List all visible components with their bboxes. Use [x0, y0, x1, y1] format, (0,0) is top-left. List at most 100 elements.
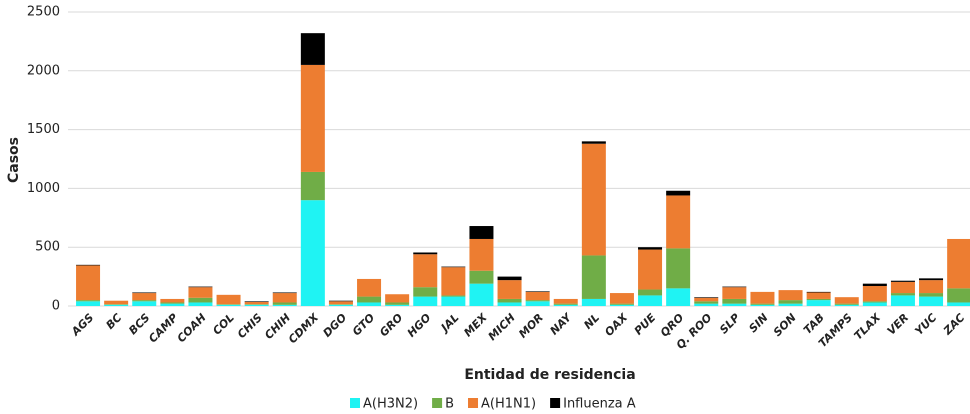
bar-segment — [132, 301, 157, 306]
bar-segment — [104, 304, 129, 306]
bar-segment — [357, 278, 382, 297]
bar-segment — [862, 283, 887, 287]
legend-label: A(H1N1) — [481, 397, 536, 412]
bar-segment — [497, 302, 522, 306]
bar-segment — [272, 304, 297, 306]
y-axis-label: Casos — [6, 137, 22, 183]
bar-segment — [413, 296, 438, 306]
legend-swatch — [350, 398, 360, 408]
bar-segment — [638, 247, 663, 250]
bar-segment — [441, 266, 466, 268]
bar-segment — [581, 298, 606, 306]
bar-segment — [188, 297, 213, 303]
bar-segment — [890, 281, 915, 294]
x-tick-label: COL — [210, 311, 236, 337]
y-tick-label: 1000 — [27, 181, 60, 196]
x-tick-label: BC — [104, 311, 125, 332]
bar-segment — [722, 303, 747, 306]
bar-segment — [188, 286, 213, 288]
bar-segment — [132, 292, 157, 294]
bar-segment — [638, 249, 663, 290]
x-tick-label: NAY — [548, 310, 575, 337]
x-tick-label: CDMX — [286, 311, 321, 346]
bar-segment — [76, 301, 101, 306]
bar-segment — [694, 297, 719, 302]
bar-segment — [244, 301, 269, 305]
x-tick-label: MOR — [516, 311, 546, 341]
bar-segment — [469, 226, 494, 239]
bar-segment — [750, 303, 775, 305]
x-tick-label: GRO — [377, 311, 405, 339]
bar-segment — [834, 297, 859, 304]
bar-segment — [328, 300, 353, 302]
bar-segment — [497, 298, 522, 303]
x-tick-label: SLP — [717, 311, 742, 336]
bar-segment — [357, 296, 382, 303]
bar-segment — [581, 143, 606, 256]
bar-segment — [919, 293, 944, 297]
bar-segment — [160, 298, 185, 303]
bar-segment — [188, 287, 213, 298]
bar-segment — [778, 290, 803, 301]
bar-segment — [328, 301, 353, 305]
bar-segment — [919, 296, 944, 306]
bar-segment — [469, 283, 494, 306]
bar-segment — [890, 295, 915, 306]
y-tick-label: 2000 — [27, 63, 60, 78]
bar-segment — [160, 303, 185, 306]
bar-segment — [947, 238, 970, 289]
x-tick-label: PUE — [632, 311, 659, 338]
x-tick-label: SON — [771, 311, 799, 339]
bar-segment — [666, 195, 691, 249]
bar-segment — [862, 301, 887, 303]
bar-segment — [413, 254, 438, 288]
bar-segment — [525, 291, 550, 292]
bar-segment — [525, 301, 550, 306]
bar-segment — [919, 278, 944, 281]
bar-segment — [609, 293, 634, 304]
x-tick-label: TLAX — [852, 311, 884, 343]
bar-segment — [76, 300, 101, 302]
legend-swatch — [550, 398, 561, 408]
bar-segment — [553, 304, 578, 306]
x-tick-label: VER — [885, 311, 912, 338]
bar-segment — [694, 301, 719, 304]
x-tick-label: HGO — [405, 311, 434, 340]
bar-segment — [581, 255, 606, 299]
x-tick-label: COAH — [175, 311, 209, 345]
bar-segment — [272, 293, 297, 303]
bar-segment — [300, 64, 325, 172]
x-tick-label: NL — [581, 311, 602, 332]
bar-segment — [666, 288, 691, 306]
bar-segment — [581, 141, 606, 144]
bar-segment — [132, 293, 157, 301]
bar-segment — [300, 33, 325, 65]
bar-segment — [806, 298, 831, 301]
bar-segment — [216, 304, 241, 305]
legend-label: A(H3N2) — [363, 397, 418, 412]
bar-segment — [862, 302, 887, 306]
bar-segment — [357, 302, 382, 306]
bar-segment — [272, 292, 297, 294]
bar-segment — [441, 296, 466, 306]
bar-segment — [834, 303, 859, 305]
bar-segment — [244, 304, 269, 305]
bar-segment — [525, 291, 550, 301]
bar-segment — [666, 190, 691, 196]
x-tick-label: CHIS — [235, 311, 265, 341]
bar-segment — [132, 300, 157, 302]
bar-segment — [104, 304, 129, 305]
bar-segment — [76, 265, 101, 301]
bar-segment — [553, 298, 578, 304]
legend-label: B — [445, 397, 454, 412]
x-axis-label: Entidad de residencia — [464, 367, 635, 383]
legend-swatch — [468, 398, 479, 408]
bar-segment — [188, 302, 213, 306]
x-tick-label: OAX — [602, 311, 630, 339]
bar-segment — [834, 304, 859, 306]
bar-segment — [497, 276, 522, 281]
bar-segment — [694, 297, 719, 298]
bar-segment — [272, 302, 297, 305]
bar-segment — [806, 291, 831, 293]
bar-segment — [553, 303, 578, 305]
